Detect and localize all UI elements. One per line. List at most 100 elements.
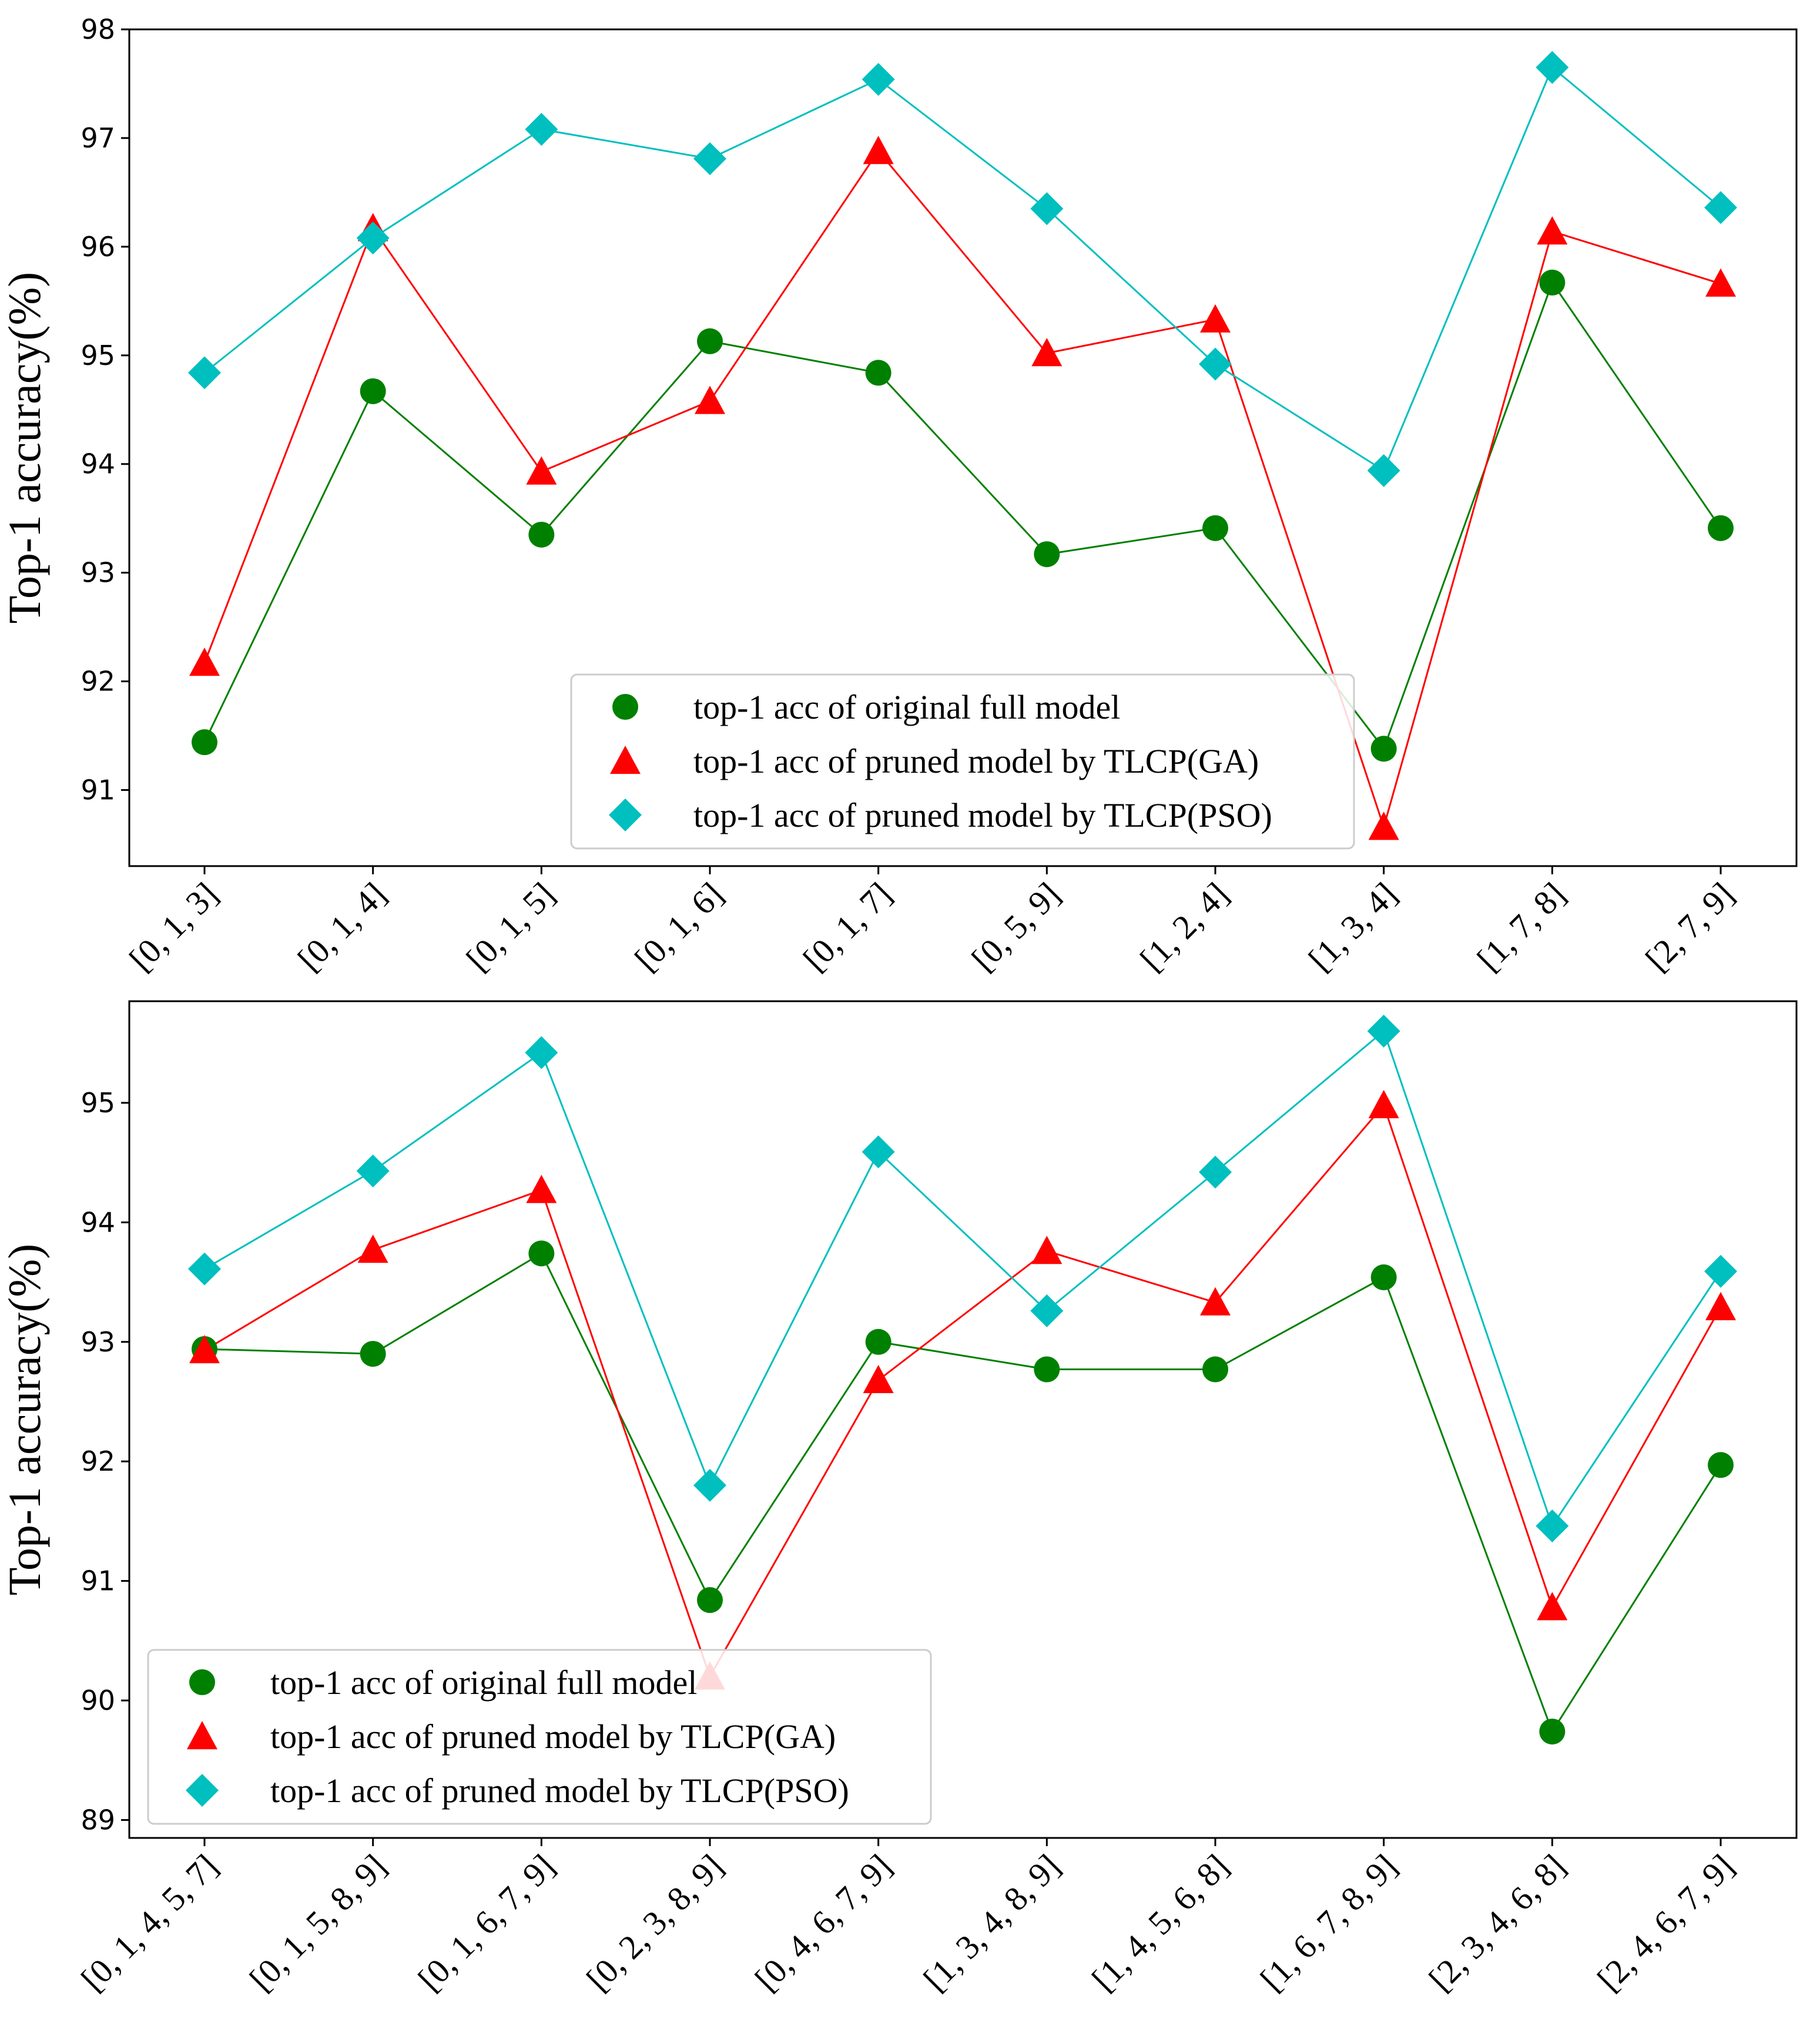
y-axis-label: Top-1 accuracy(%) [0, 272, 50, 624]
chart-panel-1: 91 92 93 94 95 96 97 98 [0, 1, 3] [0, 1, 4] [0, 1,… [0, 14, 1798, 978]
y-tick-label: 91 [81, 774, 115, 806]
series-line-1 [203, 280, 1722, 751]
x-tick-label: [2, 3, 4, 6, 8] [1422, 1847, 1573, 1998]
plot-frame [128, 28, 1798, 867]
legend-box [147, 1649, 932, 1825]
x-tick-label: [1, 4, 5, 6, 8] [1084, 1847, 1236, 1998]
point-s2-6 [1031, 1236, 1062, 1264]
point-s1-2 [360, 378, 386, 404]
legend-label-3: top-1 acc of pruned model by TLCP(PSO) [270, 1772, 849, 1810]
y-tick-label: 90 [81, 1685, 115, 1716]
point-s1-7 [1202, 515, 1228, 541]
x-tick-label: [0, 5, 9] [964, 875, 1068, 978]
point-s2-3 [526, 1175, 557, 1203]
y-tick-label: 94 [81, 1206, 115, 1238]
legend-marker-1 [189, 1669, 215, 1695]
chart-panel-2: 89 90 91 92 93 94 95 [0, 1, 4, 5, 7] [0, 1, 5, 8… [0, 1000, 1798, 1998]
x-tick-label: [0, 1, 5] [459, 875, 562, 978]
y-tick-label: 93 [81, 557, 115, 589]
x-tick-label: [1, 3, 4, 8, 9] [916, 1847, 1068, 1998]
x-tick-label: [2, 4, 6, 7, 9] [1590, 1847, 1741, 1998]
legend-label-3: top-1 acc of pruned model by TLCP(PSO) [693, 796, 1272, 834]
point-s3-1 [188, 356, 221, 390]
legend: top-1 acc of original full model top-1 ac… [147, 1649, 932, 1825]
x-tick-label: [0, 1, 4] [290, 875, 394, 978]
point-s3-5 [862, 63, 895, 96]
point-s2-5 [863, 1364, 894, 1393]
plot-frame [128, 1000, 1798, 1839]
x-tick-label: [0, 1, 6] [627, 875, 730, 978]
x-tick-label: [1, 2, 4] [1132, 875, 1236, 978]
point-s3-9 [1536, 1509, 1569, 1543]
point-s2-5 [863, 136, 894, 165]
series-line-3 [204, 1029, 1722, 1528]
y-tick-label: 93 [81, 1326, 115, 1358]
point-s2-1 [189, 1335, 220, 1364]
point-s2-8 [1368, 811, 1399, 840]
x-tick-label: [0, 2, 3, 8, 9] [579, 1847, 730, 1998]
point-s2-7 [1200, 304, 1231, 333]
legend-marker-3 [186, 1774, 219, 1807]
point-s2-2 [357, 1234, 388, 1263]
point-s1-7 [1202, 1356, 1228, 1383]
legend-marker-1 [612, 694, 638, 720]
point-s1-10 [1708, 515, 1734, 541]
point-s3-8 [1367, 454, 1400, 487]
x-tick-label: [0, 4, 6, 7, 9] [748, 1847, 899, 1998]
point-s3-10 [1704, 191, 1737, 224]
point-s3-9 [1536, 51, 1569, 84]
x-tick-label: [0, 1, 7] [796, 875, 899, 978]
legend-label-2: top-1 acc of pruned model by TLCP(GA) [693, 742, 1259, 780]
x-tick-label: [2, 7, 9] [1638, 875, 1741, 978]
series-line-3 [204, 66, 1721, 472]
point-s2-10 [1705, 268, 1736, 297]
point-s1-3 [528, 521, 555, 548]
legend-marker-3 [609, 799, 642, 831]
point-s2-9 [1537, 216, 1568, 245]
point-s3-8 [1367, 1014, 1400, 1048]
point-s1-8 [1370, 1264, 1397, 1290]
point-s1-6 [1034, 541, 1060, 568]
point-s3-7 [1199, 1155, 1232, 1189]
point-s1-3 [528, 1240, 555, 1267]
point-s1-8 [1370, 736, 1397, 762]
point-s3-10 [1704, 1254, 1737, 1288]
point-s1-6 [1034, 1356, 1060, 1383]
point-s1-9 [1539, 269, 1566, 296]
legend-box [570, 673, 1355, 850]
legend-label-1: top-1 acc of original full model [693, 688, 1120, 726]
y-tick-label: 95 [81, 340, 115, 371]
y-tick-label: 96 [81, 231, 115, 263]
point-s3-4 [693, 142, 726, 176]
x-tick-label: [0, 1, 6, 7, 9] [411, 1847, 562, 1998]
x-tick-label: [0, 1, 3] [122, 875, 225, 978]
y-axis-label: Top-1 accuracy(%) [0, 1244, 50, 1596]
point-s3-4 [693, 1468, 726, 1502]
point-s2-8 [1368, 1089, 1399, 1119]
point-s3-3 [525, 1036, 558, 1069]
legend: top-1 acc of original full model top-1 ac… [570, 673, 1355, 850]
point-s3-2 [356, 222, 390, 255]
point-s3-5 [862, 1135, 895, 1169]
series-line-2 [203, 149, 1721, 830]
point-s2-9 [1537, 1592, 1568, 1621]
point-s2-4 [695, 385, 725, 414]
series-line-2 [204, 1103, 1722, 1679]
y-tick-label: 94 [81, 448, 115, 480]
y-tick-label: 98 [81, 14, 115, 45]
point-s3-6 [1030, 1294, 1064, 1327]
point-s2-1 [189, 648, 220, 676]
y-tick-label: 95 [81, 1087, 115, 1119]
point-s2-6 [1031, 338, 1062, 367]
point-s3-2 [356, 1154, 390, 1187]
y-tick-label: 92 [81, 666, 115, 697]
point-s1-5 [865, 1329, 891, 1355]
y-tick-label: 97 [81, 122, 115, 154]
point-s1-10 [1708, 1452, 1734, 1478]
point-s3-3 [525, 113, 558, 146]
point-s1-1 [192, 729, 217, 756]
point-s3-1 [188, 1252, 221, 1286]
point-s2-10 [1705, 1291, 1736, 1320]
legend-label-2: top-1 acc of pruned model by TLCP(GA) [270, 1717, 836, 1756]
